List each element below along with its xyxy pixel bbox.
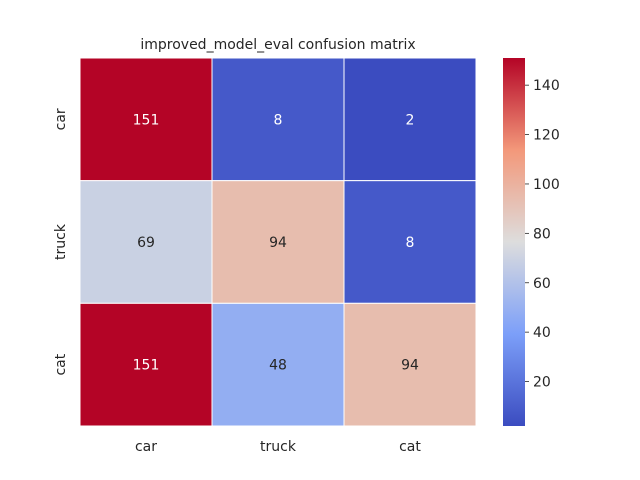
y-axis-ticks: car truck cat	[53, 108, 69, 375]
heatmap-cells: 151 8 2 69 94 8 151 48 94	[79, 57, 477, 427]
colorbar-tick-label: 140	[533, 78, 560, 94]
heatmap-cell	[211, 180, 345, 304]
cell-value-label: 151	[133, 358, 160, 374]
colorbar	[503, 58, 525, 426]
cell-value-label: 2	[406, 112, 415, 128]
heatmap-cell	[343, 302, 477, 427]
heatmap-cell	[343, 57, 477, 182]
heatmap-cell	[211, 302, 345, 427]
heatmap-cell	[211, 57, 345, 182]
y-tick-label: cat	[53, 353, 69, 375]
x-tick-label: car	[135, 439, 157, 455]
y-tick-label: truck	[53, 223, 69, 260]
cell-value-label: 48	[269, 358, 287, 374]
cell-value-label: 94	[269, 235, 287, 251]
colorbar-tick-label: 20	[533, 375, 551, 391]
x-tick-label: truck	[260, 439, 297, 455]
colorbar-tick-label: 80	[533, 226, 551, 242]
colorbar-tick-label: 40	[533, 325, 551, 341]
cell-value-label: 69	[137, 235, 155, 251]
heatmap-cell	[343, 180, 477, 304]
colorbar-tick-label: 60	[533, 276, 551, 292]
cell-value-label: 8	[406, 235, 415, 251]
colorbar-tick-label: 100	[533, 177, 560, 193]
heatmap-cell	[79, 57, 213, 182]
x-tick-label: cat	[399, 439, 421, 455]
cell-value-label: 8	[274, 112, 283, 128]
colorbar-ticks: 20 40 60 80 100 120 140	[525, 78, 560, 391]
cell-value-label: 151	[133, 112, 160, 128]
heatmap-cell	[79, 180, 213, 304]
y-tick-label: car	[53, 108, 69, 130]
heatmap-cell	[79, 302, 213, 427]
x-axis-ticks: car truck cat	[135, 439, 421, 455]
chart-title: improved_model_eval confusion matrix	[140, 37, 415, 53]
cell-value-label: 94	[401, 358, 419, 374]
colorbar-tick-label: 120	[533, 128, 560, 144]
